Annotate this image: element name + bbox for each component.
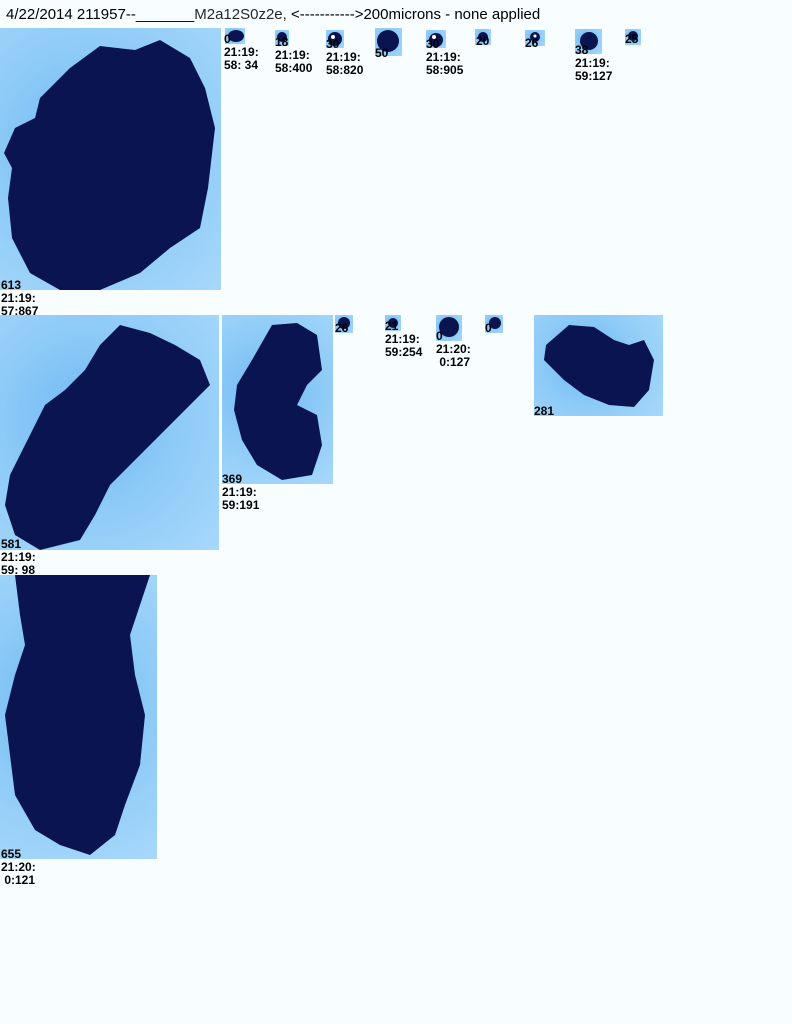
particle-label-655: 655 21:20: 0:121 — [1, 847, 36, 887]
particle-label-38: 38 21:19: 59:127 — [575, 43, 613, 83]
particle-image-26b — [335, 315, 353, 333]
header-blank: _______ — [135, 6, 195, 23]
particle-time-ms: 57:867 — [1, 304, 39, 318]
particle-label-18: 18 21:19: 58:400 — [275, 35, 313, 75]
particle-image-281 — [534, 315, 663, 416]
particle-label-50: 50 — [375, 46, 389, 60]
particle-size: 613 — [1, 278, 22, 292]
particle-label-0a: 0 21:19: 58: 34 — [224, 32, 259, 72]
particle-image-655 — [0, 575, 157, 859]
particle-image-25 — [625, 29, 641, 45]
particle-label-0b: 0 21:20: 0:127 — [436, 329, 471, 369]
header-overlap-text: M2a12S0z2e, — [194, 6, 287, 23]
particle-label-25: 25 — [625, 32, 639, 46]
particle-label-21: 21 21:19: 59:254 — [385, 319, 423, 359]
header-scale-text: <----------->200microns - none applied — [291, 6, 541, 23]
particle-image-26a — [525, 30, 545, 46]
particle-image-20 — [475, 29, 491, 45]
particle-label-26a: 26 — [525, 36, 539, 50]
particle-blob — [4, 40, 215, 290]
particle-image-0a — [225, 28, 245, 44]
particle-label-30a: 30 21:19: 58:820 — [326, 37, 364, 77]
particle-label-369: 369 21:19: 59:191 — [222, 472, 260, 512]
particle-image-369 — [222, 315, 333, 484]
particle-label-581: 581 21:19: 59: 98 — [1, 537, 36, 577]
header-date-id: 4/22/2014 211957-- — [6, 6, 136, 23]
particle-label-613: 613 21:19: 57:867 — [1, 279, 38, 318]
particle-image-0c — [485, 315, 503, 333]
particle-image-0b — [436, 315, 462, 341]
particle-image-18 — [275, 30, 289, 46]
particle-time-hour: 21:19: — [1, 291, 36, 305]
particle-label-26b: 26 — [335, 321, 349, 335]
particle-label-281: 281 — [534, 404, 555, 418]
particle-label-20: 20 — [476, 34, 490, 48]
particle-label-30b: 30 21:19: 58:905 — [426, 37, 464, 77]
particle-image-30a — [326, 30, 344, 48]
particle-image-30b — [426, 30, 446, 48]
particle-image-38 — [575, 29, 602, 54]
particle-image-581 — [0, 315, 219, 550]
particle-label-0c: 0 — [485, 321, 492, 335]
header-title: 4/22/2014 211957--_______M2a12S0z2e, <--… — [6, 6, 540, 24]
particle-image-613 — [0, 28, 221, 290]
particle-image-50 — [375, 28, 402, 56]
particle-image-21 — [385, 315, 401, 331]
